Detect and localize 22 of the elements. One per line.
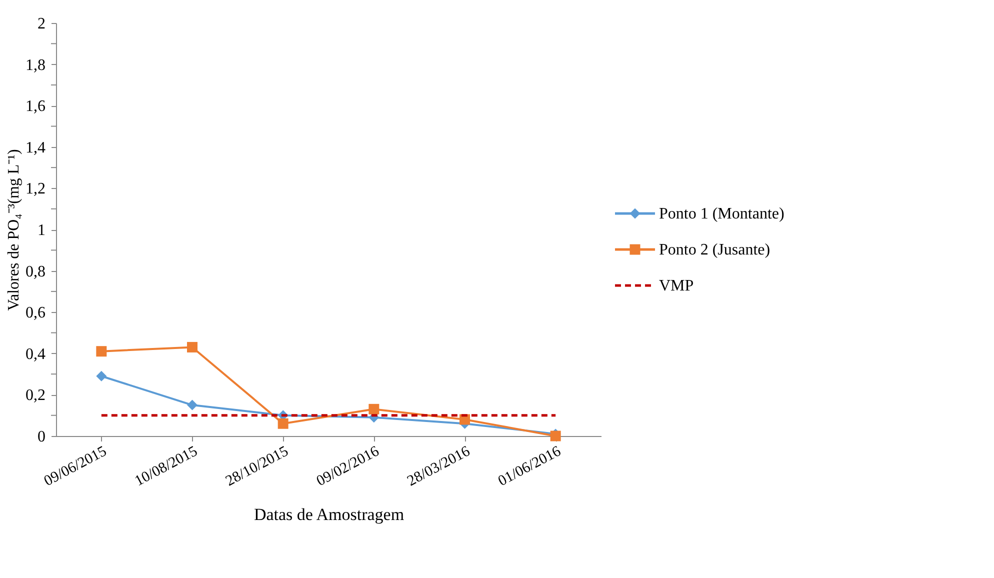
x-axis-title: Datas de Amostragem (254, 504, 404, 524)
y-tick-label: 0,8 (26, 263, 46, 280)
legend-label: Ponto 2 (Jusante) (659, 242, 770, 258)
y-tick-label: 0,4 (26, 346, 46, 363)
point (96, 346, 107, 357)
point (278, 418, 288, 429)
y-tick-label: 2 (38, 16, 46, 32)
y-tick-label: 1,4 (26, 139, 46, 156)
y-axis-title: Valores de PO₄⁻³(mg L⁻¹) (6, 149, 22, 311)
y-tick-label: 0,2 (26, 387, 46, 404)
point (187, 342, 198, 352)
y-tick-label: 1,6 (26, 98, 46, 116)
y-tick-label: 0 (38, 428, 46, 446)
y-tick-label: 1,8 (26, 56, 46, 74)
point (368, 404, 380, 414)
y-tick-label: 0,6 (26, 304, 46, 322)
legend-label: Ponto 1 (Montante) (659, 206, 784, 222)
point (187, 400, 198, 410)
y-tick-label: 1,2 (26, 180, 46, 198)
legend-label: VMP (659, 278, 694, 294)
point (96, 370, 107, 382)
y-tick-label: 1 (38, 222, 46, 239)
